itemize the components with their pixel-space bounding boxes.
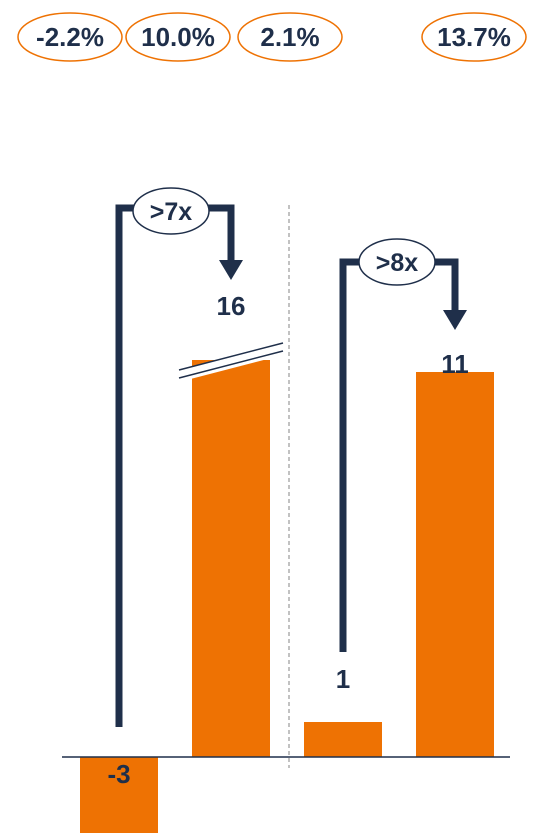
growth-rate-outline: [17, 12, 123, 62]
growth-rate-label: 10.0%: [141, 22, 215, 52]
growth-rate-outline: [237, 12, 343, 62]
growth-rate-pill: 2.1%: [237, 12, 343, 62]
bars: [80, 360, 494, 833]
multiplier-label: >8x: [376, 249, 419, 277]
bar: [416, 372, 494, 757]
growth-rate-outline: [421, 12, 527, 62]
value-label: 1: [336, 664, 350, 694]
axis-break-line: [178, 342, 284, 371]
multiplier-connector: >8x: [339, 238, 467, 652]
bar: [80, 757, 158, 833]
growth-rate-pill: 13.7%: [421, 12, 527, 62]
value-label: 16: [217, 291, 246, 321]
growth-rate-label: 13.7%: [437, 22, 511, 52]
axis-breaks: [178, 342, 284, 382]
arrow-head: [219, 260, 243, 280]
bar: [192, 360, 270, 757]
growth-rate-outline: [125, 12, 231, 62]
arrow-head: [443, 310, 467, 330]
multiplier-connector: >7x: [115, 187, 243, 727]
value-label: 11: [441, 349, 469, 379]
bar: [304, 722, 382, 757]
growth-rate-pill: 10.0%: [125, 12, 231, 62]
growth-rate-label: 2.1%: [260, 22, 319, 52]
growth-rate-pill: -2.2%: [17, 12, 123, 62]
axis-break-line: [178, 350, 284, 379]
multiplier-oval: [132, 187, 210, 235]
value-label: -3: [107, 759, 130, 789]
growth-rate-row: -2.2% 10.0% 2.1% 13.7%: [17, 12, 527, 62]
multiplier-oval: [358, 238, 436, 286]
growth-rate-label: -2.2%: [36, 22, 104, 52]
multiplier-connectors: >7x >8x: [115, 187, 467, 727]
multiplier-label: >7x: [150, 198, 193, 226]
axis-break-gap: [179, 343, 283, 382]
